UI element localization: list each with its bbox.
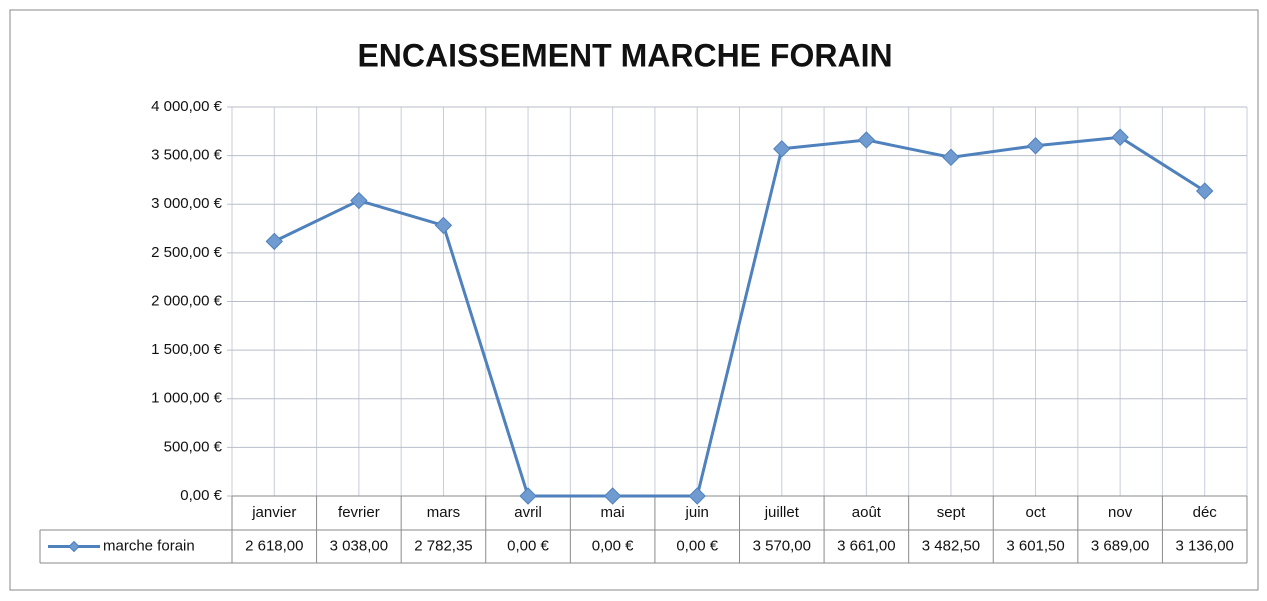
table-value: 3 038,00 bbox=[330, 537, 388, 554]
table-value: 3 689,00 bbox=[1091, 537, 1149, 554]
y-tick-label: 500,00 € bbox=[164, 438, 223, 455]
table-value: 2 782,35 bbox=[414, 537, 472, 554]
x-tick-label: déc bbox=[1193, 504, 1218, 521]
y-tick-label: 0,00 € bbox=[180, 487, 222, 504]
y-tick-label: 3 500,00 € bbox=[151, 147, 223, 164]
marker bbox=[688, 487, 706, 505]
marker bbox=[942, 148, 960, 167]
table-value: 0,00 € bbox=[507, 537, 549, 554]
y-tick-label: 3 000,00 € bbox=[151, 195, 223, 212]
table-value: 2 618,00 bbox=[245, 537, 303, 554]
marker bbox=[265, 232, 283, 251]
table-value: 3 482,50 bbox=[922, 537, 980, 554]
marker bbox=[1111, 128, 1129, 146]
x-tick-label: juillet bbox=[764, 504, 800, 521]
y-tick-label: 4 000,00 € bbox=[151, 98, 223, 115]
legend-marker bbox=[68, 540, 80, 553]
chart-title: ENCAISSEMENT MARCHE FORAIN bbox=[357, 37, 892, 73]
y-tick-label: 2 500,00 € bbox=[151, 244, 223, 261]
marker bbox=[603, 487, 622, 505]
legend-label: marche forain bbox=[103, 537, 195, 554]
x-tick-label: oct bbox=[1026, 504, 1047, 521]
table-value: 3 661,00 bbox=[837, 537, 895, 554]
y-tick-label: 2 000,00 € bbox=[151, 292, 223, 309]
marker bbox=[350, 191, 368, 210]
y-tick-label: 1 000,00 € bbox=[151, 390, 223, 407]
x-tick-label: sept bbox=[937, 504, 966, 521]
y-tick-label: 1 500,00 € bbox=[151, 341, 223, 358]
marker bbox=[434, 216, 453, 235]
x-tick-label: fevrier bbox=[338, 504, 380, 521]
table-value: 3 136,00 bbox=[1176, 537, 1234, 554]
marker bbox=[857, 131, 876, 149]
table-value: 3 601,50 bbox=[1006, 537, 1064, 554]
marker bbox=[519, 487, 537, 505]
x-tick-label: mai bbox=[601, 504, 625, 521]
table-value: 0,00 € bbox=[676, 537, 718, 554]
series-line bbox=[273, 135, 1206, 498]
x-tick-label: janvier bbox=[251, 504, 296, 521]
x-tick-label: nov bbox=[1108, 504, 1133, 521]
marker bbox=[1196, 182, 1214, 200]
marker bbox=[773, 140, 791, 158]
marker bbox=[1026, 137, 1045, 155]
x-tick-label: mars bbox=[427, 504, 460, 521]
table-value: 3 570,00 bbox=[753, 537, 811, 554]
x-tick-label: juin bbox=[685, 504, 709, 521]
x-tick-label: août bbox=[852, 504, 882, 521]
table-value: 0,00 € bbox=[592, 537, 634, 554]
x-tick-label: avril bbox=[514, 504, 542, 521]
